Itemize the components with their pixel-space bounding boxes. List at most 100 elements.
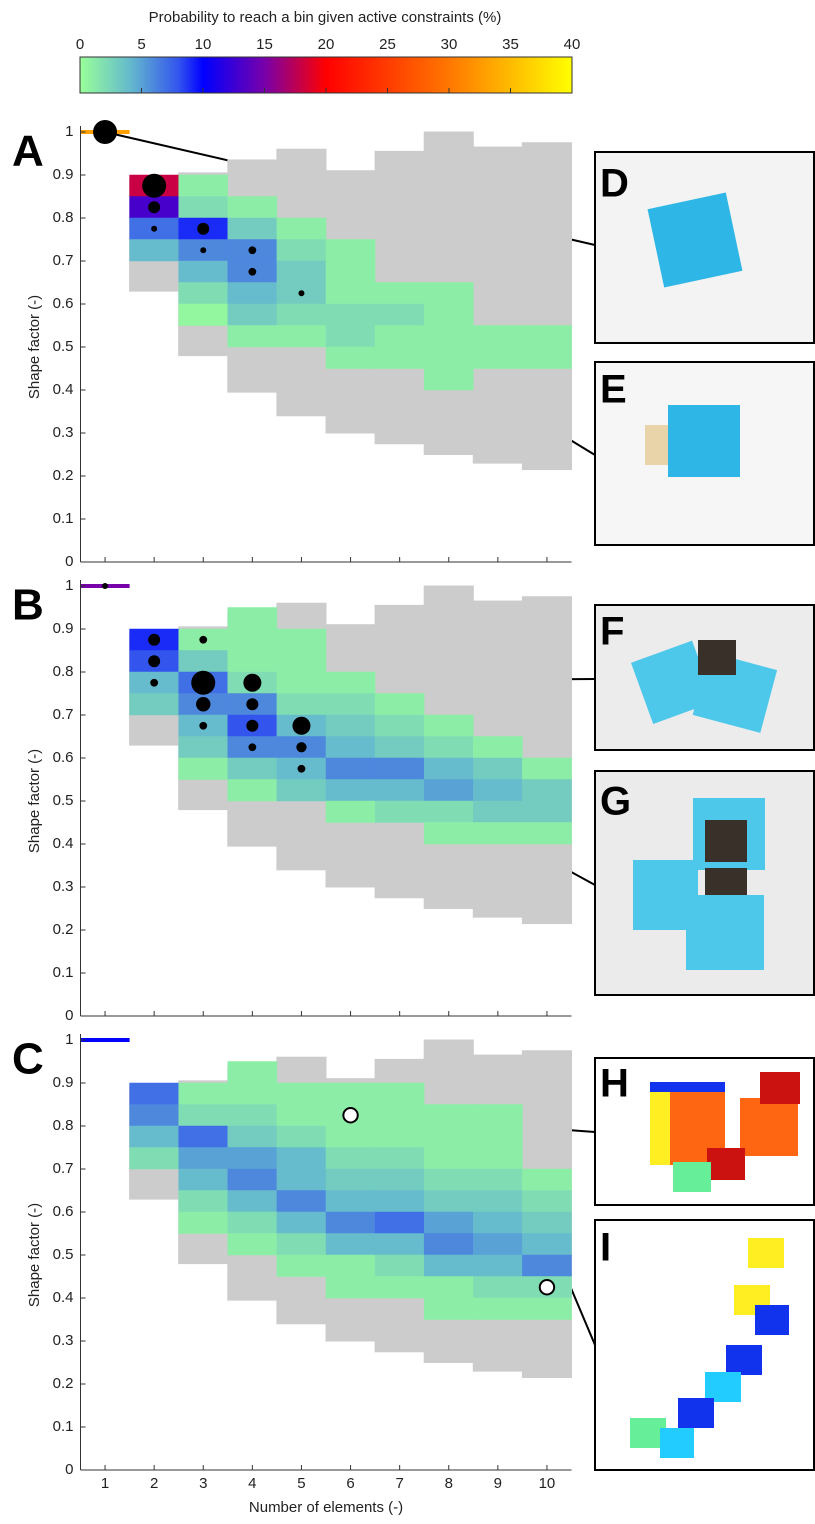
cell [178, 260, 229, 283]
cell [129, 239, 179, 262]
photo-label: H [600, 1062, 629, 1106]
marker [298, 290, 305, 297]
cell [276, 693, 327, 716]
y-tick-label: 0.6 [53, 1203, 74, 1220]
colorbar-tick-label: 10 [195, 36, 212, 53]
y-tick-label: 1 [65, 1031, 73, 1048]
panel-label: C [12, 1035, 44, 1084]
y-tick-label: 0.5 [53, 792, 74, 809]
cell [227, 779, 278, 802]
cell [227, 1104, 278, 1127]
cell [374, 1104, 425, 1127]
marker [200, 247, 207, 254]
cell [423, 346, 474, 369]
y-tick-label: 0.9 [53, 620, 74, 637]
colorbar-tick-label: 35 [502, 36, 519, 53]
cell [473, 1190, 523, 1213]
cell [473, 757, 523, 780]
cell [325, 779, 376, 802]
cell [178, 303, 229, 326]
marker [151, 225, 158, 232]
y-tick-label: 1 [65, 577, 73, 594]
y-tick-label: 0.2 [53, 921, 74, 938]
photo-label: D [600, 162, 629, 206]
x-tick-label: 9 [494, 1475, 502, 1492]
photo-label: I [600, 1226, 611, 1270]
cell [473, 736, 523, 759]
cell [473, 1254, 523, 1277]
cell [227, 1061, 278, 1084]
marker [197, 222, 210, 235]
cell [473, 1297, 523, 1320]
cell [276, 779, 327, 802]
cell [325, 303, 376, 326]
cell [276, 671, 327, 694]
cell [227, 1190, 278, 1213]
cell [276, 1147, 327, 1170]
cell [227, 1125, 278, 1148]
cell [325, 757, 376, 780]
y-axis-label: Shape factor (-) [26, 749, 43, 853]
cell [522, 779, 572, 802]
colorbar-tick-label: 5 [137, 36, 145, 53]
cell [325, 1190, 376, 1213]
cell [178, 282, 229, 305]
colorbar-tick-label: 0 [76, 36, 84, 53]
cell [227, 217, 278, 240]
cell [522, 757, 572, 780]
x-tick-label: 3 [199, 1475, 207, 1492]
cell [423, 714, 474, 737]
marker [148, 655, 161, 668]
cell [129, 1082, 179, 1105]
cell [473, 1104, 523, 1127]
cell [522, 1297, 572, 1320]
y-tick-label: 1 [65, 123, 73, 140]
marker [292, 716, 311, 735]
cell [276, 1254, 327, 1277]
y-tick-label: 0.8 [53, 663, 74, 680]
cell [129, 1147, 179, 1170]
cell [473, 800, 523, 823]
cell [374, 325, 425, 348]
marker [342, 1107, 359, 1124]
cell [227, 1147, 278, 1170]
cell [423, 1276, 474, 1299]
cell [129, 693, 179, 716]
cell [423, 1297, 474, 1320]
y-tick-label: 0.9 [53, 166, 74, 183]
y-tick-label: 0.3 [53, 424, 74, 441]
cell [374, 714, 425, 737]
cell [473, 1211, 523, 1234]
x-tick-label: 4 [248, 1475, 256, 1492]
y-axis-label: Shape factor (-) [26, 295, 43, 399]
colorbar-tick-label: 30 [441, 36, 458, 53]
cell [178, 1082, 229, 1105]
cell [178, 1125, 229, 1148]
y-tick-label: 0.7 [53, 706, 74, 723]
cell [522, 800, 572, 823]
marker [297, 764, 306, 773]
cell [374, 1190, 425, 1213]
cell [473, 1168, 523, 1191]
y-tick-label: 0.6 [53, 295, 74, 312]
y-tick-label: 0 [65, 1007, 73, 1024]
cell [276, 1082, 327, 1105]
cell [374, 1276, 425, 1299]
marker [148, 201, 161, 214]
envelope [472, 146, 523, 464]
cell [374, 779, 425, 802]
cell [374, 736, 425, 759]
marker [199, 635, 208, 644]
y-tick-label: 0.1 [53, 510, 74, 527]
cell [276, 1211, 327, 1234]
cell [374, 346, 425, 369]
y-tick-label: 0.4 [53, 381, 74, 398]
cell [325, 693, 376, 716]
x-tick-label: 10 [539, 1475, 556, 1492]
cell [325, 239, 376, 262]
marker [150, 678, 159, 687]
x-axis-label: Number of elements (-) [249, 1499, 403, 1516]
marker [93, 120, 118, 144]
cell [473, 1125, 523, 1148]
